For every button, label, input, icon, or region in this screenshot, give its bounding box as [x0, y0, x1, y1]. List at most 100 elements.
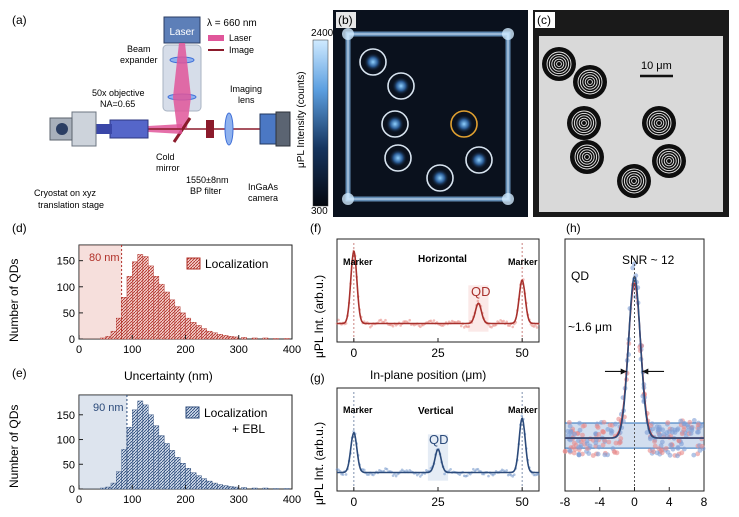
histogram-bar — [185, 468, 192, 490]
histogram-bar — [179, 463, 186, 490]
panel-b-label: (b) — [338, 13, 353, 27]
panel-e-legend-1: Localization — [204, 406, 267, 420]
data-point — [602, 452, 608, 458]
histogram-bar — [174, 306, 181, 340]
cryostat-label-2: translation stage — [38, 200, 104, 210]
data-point — [570, 444, 576, 450]
histogram-bar — [201, 478, 208, 490]
camera-front — [259, 113, 277, 145]
data-point — [616, 416, 622, 422]
qd-spot — [364, 53, 382, 71]
bullseye-ring — [587, 79, 593, 85]
data-point — [458, 473, 462, 476]
panel-g-ylabel: μPL Int. (arb.u.) — [312, 422, 326, 505]
data-point — [654, 450, 660, 456]
data-point — [372, 473, 375, 477]
objective-label-2: NA=0.65 — [100, 99, 135, 109]
qd-circle — [426, 164, 454, 192]
panel-h: (h) -8 -4 0 4 8 QD SNR ~ 12 ~1.6 μm — [560, 221, 708, 509]
data-point — [337, 318, 340, 322]
qd-circle — [381, 110, 409, 138]
panel-b-label-bg — [336, 12, 356, 28]
data-point — [699, 443, 705, 449]
x-tick-label: 100 — [123, 344, 141, 356]
data-point — [487, 474, 490, 478]
data-point — [601, 419, 607, 425]
data-point — [367, 473, 371, 476]
histogram-bar — [142, 404, 149, 490]
histogram-bar — [201, 328, 208, 340]
panel-e: (e) Number of QDs 0 100 200 300 400 0 50 100 150… — [7, 366, 301, 506]
qd-circle — [359, 48, 387, 76]
panel-e-legend-2: + EBL — [232, 422, 265, 436]
histogram-bar — [206, 330, 213, 340]
bullseye-ring — [584, 76, 596, 88]
data-point — [595, 451, 601, 457]
data-point — [605, 427, 611, 432]
histogram-bar — [126, 276, 133, 340]
histogram-bar — [110, 330, 117, 340]
data-point — [577, 420, 582, 426]
data-point — [341, 473, 345, 476]
data-point — [490, 325, 493, 329]
data-point — [385, 467, 389, 471]
histogram-bar — [142, 256, 149, 340]
x-tick-label: 0 — [76, 494, 82, 506]
data-point — [511, 325, 515, 329]
histogram-bar — [179, 312, 186, 340]
histogram-bar — [251, 487, 258, 490]
panel-g-label: (g) — [310, 371, 325, 385]
fit-curve — [337, 250, 539, 325]
data-point — [566, 420, 572, 425]
data-point — [691, 452, 697, 458]
camera-label-2: camera — [248, 193, 278, 203]
histogram-bar — [262, 487, 269, 490]
histogram-bar — [121, 449, 128, 490]
data-point — [656, 446, 662, 452]
panel-a: (a) Laser λ = 660 nm Laser Image Beam ex… — [12, 13, 291, 210]
data-point — [670, 429, 675, 435]
panel-g: (g) μPL Int. (arb.u.) 0 25 50 Marker Marke… — [310, 371, 540, 509]
bullseye-ring — [579, 71, 601, 93]
histogram-bar — [222, 335, 229, 340]
panel-d-threshold-label: 80 nm — [89, 252, 120, 264]
data-point — [384, 318, 387, 322]
x-tick-label: 300 — [230, 344, 248, 356]
fwhm-arrowhead-right — [642, 368, 649, 375]
histogram-bar — [211, 332, 218, 340]
bullseye-ring — [666, 158, 672, 164]
data-point — [663, 446, 669, 451]
y-tick-label: 150 — [57, 256, 75, 268]
bullseye-ring — [656, 120, 662, 126]
data-point — [586, 451, 592, 456]
data-point — [644, 430, 650, 435]
data-point — [572, 431, 577, 437]
imaging-lens-label-2: lens — [238, 95, 255, 105]
data-point — [600, 442, 606, 448]
data-point — [467, 325, 471, 328]
marker-corner — [502, 28, 514, 40]
histogram-bar — [121, 297, 128, 340]
qd-spot — [470, 151, 488, 169]
data-point — [379, 318, 383, 322]
histogram-bar — [251, 337, 258, 340]
data-point — [352, 430, 355, 433]
imaging-lens-label-1: Imaging — [230, 84, 262, 94]
data-point — [512, 473, 516, 477]
data-point — [393, 472, 396, 476]
x-tick-label: 0 — [350, 495, 357, 509]
objective-tip — [96, 124, 112, 134]
data-point — [657, 432, 662, 438]
data-point — [568, 429, 574, 435]
panel-f-trace: 0 25 50 — [335, 243, 540, 360]
histogram-bar — [153, 276, 160, 340]
qd-spot — [431, 169, 449, 187]
bullseye-ring — [584, 154, 590, 160]
histogram-bar — [233, 486, 239, 490]
data-point — [681, 446, 687, 452]
data-point — [675, 453, 680, 459]
bullseye-ring — [577, 69, 603, 95]
data-point — [613, 440, 619, 446]
qd-circle — [465, 146, 493, 174]
x-tick-label: 50 — [515, 495, 529, 509]
